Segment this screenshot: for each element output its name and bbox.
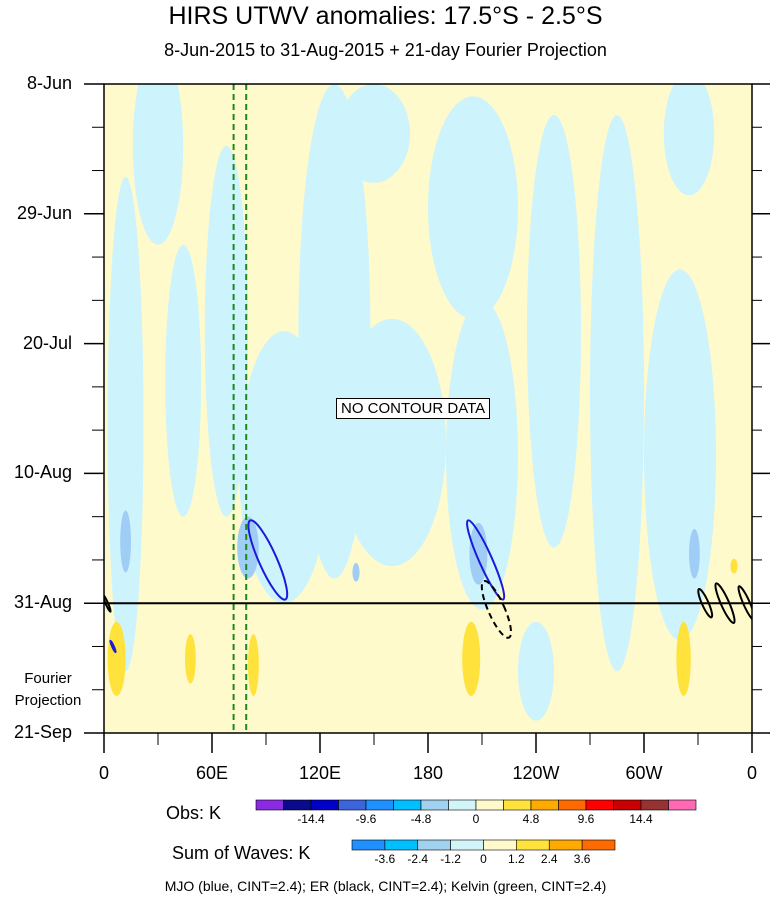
obs-colorbar-box <box>420 799 449 811</box>
negative-anomaly-region <box>107 176 144 672</box>
axes <box>84 83 770 753</box>
er-contour <box>480 579 512 639</box>
legend-tick-label: -9.6 <box>355 812 377 826</box>
legend-tick-label: 0 <box>480 852 487 866</box>
legend-tick-label: -4.8 <box>410 812 432 826</box>
negative-anomaly-region <box>644 269 716 641</box>
x-tick-label: 0 <box>746 763 757 783</box>
mjo-contour <box>109 639 117 654</box>
x-tick-label: 120E <box>298 763 342 783</box>
legend-tick-label: 9.6 <box>577 812 595 826</box>
er-contour <box>714 582 736 625</box>
negative-anomaly-core <box>352 563 360 582</box>
x-tick-label: 60W <box>625 763 663 783</box>
chart-title: HIRS UTWV anomalies: 17.5°S - 2.5°S <box>168 2 603 30</box>
legend-tick-label: -1.2 <box>440 852 461 866</box>
footnote: MJO (blue, CINT=2.4); ER (black, CINT=2.… <box>164 878 607 894</box>
waves-colorbar-box <box>351 839 386 851</box>
wave-contours <box>104 84 752 733</box>
y-tick-label: 21-Sep <box>13 722 72 742</box>
color-legends <box>255 799 697 851</box>
negative-anomaly-region <box>338 84 410 183</box>
legend-tick-label: 4.8 <box>522 812 540 826</box>
chart-subtitle: 8-Jun-2015 to 31-Aug-2015 + 21-day Fouri… <box>164 40 607 60</box>
obs-colorbar-box <box>668 799 697 811</box>
obs-colorbar-box <box>448 799 477 811</box>
y-tick-label: 29-Jun <box>16 202 72 223</box>
waves-colorbar-box <box>384 839 419 851</box>
negative-anomaly-core <box>120 510 131 573</box>
obs-colorbar-box <box>365 799 394 811</box>
negative-anomaly-region <box>518 621 554 721</box>
legend-tick-label: 14.4 <box>629 812 653 826</box>
legend-tick-label: 1.2 <box>508 852 525 866</box>
waves-legend-label: Sum of Waves: K <box>172 843 311 863</box>
waves-colorbar-box <box>548 839 583 851</box>
negative-anomaly-region <box>428 96 518 319</box>
obs-colorbar-box <box>338 799 367 811</box>
mjo-contour <box>247 519 289 601</box>
negative-anomaly-region <box>204 145 248 517</box>
negative-anomaly-region <box>527 114 581 548</box>
positive-anomaly-core <box>185 634 196 684</box>
obs-colorbar-box <box>393 799 422 811</box>
waves-colorbar-box <box>483 839 517 851</box>
obs-colorbar-box <box>255 799 284 811</box>
no-contour-data-label: NO CONTOUR DATA <box>336 398 491 419</box>
positive-anomaly-core <box>107 621 126 696</box>
positive-anomaly-core <box>462 621 481 696</box>
legend-tick-label: 2.4 <box>540 852 558 866</box>
waves-colorbar-box <box>581 839 616 851</box>
legend-tick-label: -14.4 <box>297 812 325 826</box>
obs-colorbar-box <box>283 799 312 811</box>
y-tick-label: 20-Jul <box>22 332 72 353</box>
negative-anomaly-core <box>689 529 700 579</box>
obs-colorbar-box <box>613 799 642 811</box>
legend-tick-label: 3.6 <box>573 852 591 866</box>
mjo-contour <box>466 519 506 601</box>
x-tick-label: 60E <box>195 763 229 783</box>
anomaly-field <box>104 84 752 733</box>
obs-colorbar-box <box>640 799 669 811</box>
fourier-label-line2: Projection <box>14 692 82 709</box>
legend-tick-label: -2.4 <box>407 852 429 866</box>
x-tick-label: 0 <box>98 763 109 783</box>
waves-colorbar-box <box>516 839 550 851</box>
x-tick-label: 180 <box>412 763 444 783</box>
positive-anomaly-core <box>676 621 691 696</box>
y-tick-label: 31-Aug <box>13 592 72 613</box>
waves-colorbar-box <box>417 839 451 851</box>
positive-anomaly-core <box>730 558 738 574</box>
obs-colorbar-box <box>475 799 504 811</box>
fourier-label-line1: Fourier <box>24 670 72 687</box>
obs-colorbar-box <box>310 799 339 811</box>
y-tick-label: 10-Aug <box>13 462 72 483</box>
waves-colorbar-box <box>450 839 484 851</box>
obs-colorbar-box <box>558 799 587 811</box>
legend-tick-label: 0 <box>472 812 480 826</box>
obs-legend-label: Obs: K <box>166 803 222 823</box>
fourier-projection-label: Fourier Projection <box>8 668 88 712</box>
obs-colorbar-box <box>530 799 559 811</box>
er-contour <box>697 588 714 619</box>
negative-anomaly-region <box>663 84 715 196</box>
obs-colorbar-box <box>503 799 532 811</box>
er-contour <box>737 585 752 622</box>
y-tick-label: 8-Jun <box>26 73 72 93</box>
obs-colorbar-box <box>585 799 614 811</box>
negative-anomaly-region <box>132 84 184 245</box>
negative-anomaly-region <box>590 114 644 672</box>
positive-anomaly-core <box>248 634 259 696</box>
legend-tick-label: -3.6 <box>374 852 396 866</box>
negative-anomaly-region <box>165 244 202 517</box>
negative-anomaly-region <box>338 318 446 567</box>
negative-anomaly-core <box>237 516 259 579</box>
x-tick-label: 120W <box>512 763 560 783</box>
negative-anomaly-region <box>446 300 518 610</box>
